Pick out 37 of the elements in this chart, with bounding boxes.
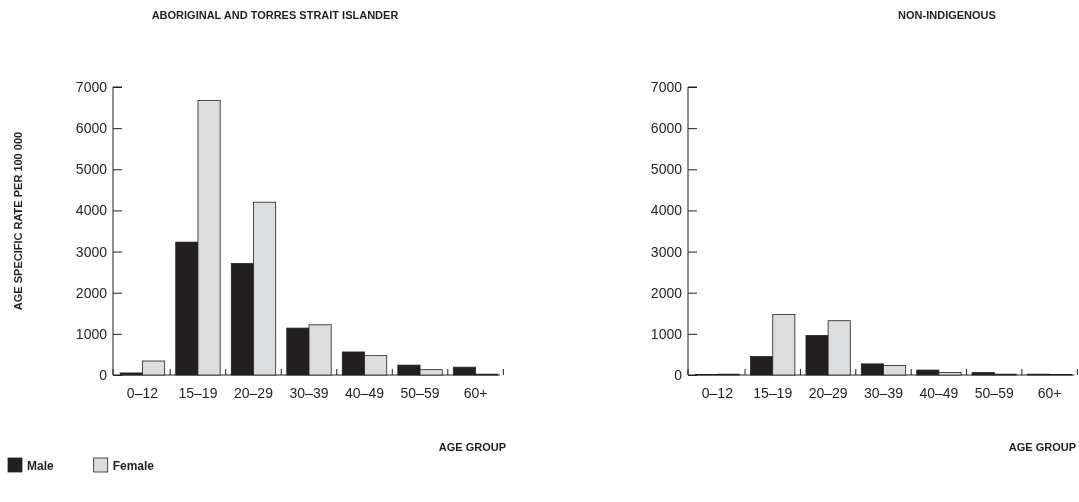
x-tick-label: 60+ bbox=[463, 385, 488, 401]
y-tick-label: 4000 bbox=[75, 202, 108, 219]
y-tick-label: 1000 bbox=[75, 325, 108, 342]
x-tick-label: 0–12 bbox=[701, 385, 734, 401]
x-tick-label: 40–49 bbox=[919, 385, 959, 401]
legend-label: Male bbox=[27, 459, 54, 473]
x-tick-label: 15–19 bbox=[178, 385, 218, 401]
y-tick-label: 7000 bbox=[75, 78, 108, 95]
y-tick-label: 1000 bbox=[650, 325, 683, 342]
x-axis-title: AGE GROUP bbox=[1008, 441, 1076, 453]
y-tick-label: 6000 bbox=[75, 120, 108, 137]
x-axis-title: AGE GROUP bbox=[438, 441, 506, 453]
y-tick-label: 5000 bbox=[75, 161, 108, 178]
x-tick-label: 60+ bbox=[1037, 385, 1062, 401]
x-tick-label: 20–29 bbox=[808, 385, 848, 401]
y-tick-label: 2000 bbox=[650, 284, 683, 301]
y-axis-title: AGE SPECIFIC RATE PER 100 000 bbox=[12, 131, 24, 311]
y-tick-label: 7000 bbox=[650, 78, 683, 95]
x-tick-label: 40–49 bbox=[345, 385, 385, 401]
x-tick-label: 50–59 bbox=[974, 385, 1014, 401]
x-tick-label: 0–12 bbox=[126, 385, 159, 401]
y-tick-label: 6000 bbox=[650, 120, 683, 137]
y-tick-label: 3000 bbox=[650, 243, 683, 260]
y-tick-label: 3000 bbox=[75, 243, 108, 260]
chart-title: NON-INDIGENOUS bbox=[898, 9, 996, 21]
y-tick-label: 4000 bbox=[650, 202, 683, 219]
y-tick-label: 2000 bbox=[75, 284, 108, 301]
x-tick-label: 20–29 bbox=[234, 385, 274, 401]
y-tick-label: 5000 bbox=[650, 161, 683, 178]
y-tick-label: 0 bbox=[99, 366, 108, 383]
legend-label: Female bbox=[112, 459, 155, 473]
x-tick-label: 15–19 bbox=[753, 385, 793, 401]
x-tick-label: 30–39 bbox=[289, 385, 329, 401]
y-tick-label: 0 bbox=[674, 366, 683, 383]
x-tick-label: 30–39 bbox=[864, 385, 904, 401]
chart-title: ABORIGINAL AND TORRES STRAIT ISLANDER bbox=[151, 9, 399, 21]
x-tick-label: 50–59 bbox=[400, 385, 440, 401]
